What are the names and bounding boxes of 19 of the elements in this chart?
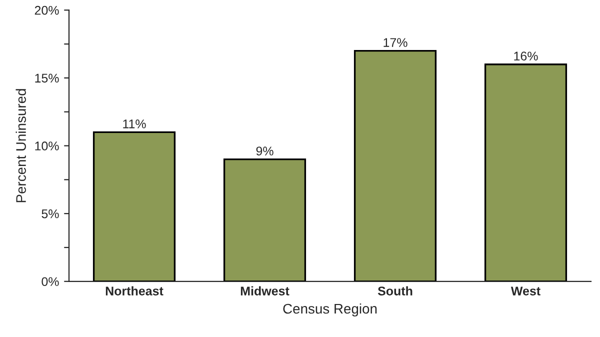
- x-tick-label: Northeast: [106, 286, 164, 296]
- y-tick-label: 5%: [42, 209, 59, 218]
- data-label: 16%: [514, 52, 538, 61]
- x-tick-label: Midwest: [240, 286, 290, 296]
- x-tick-label: South: [378, 286, 412, 296]
- bar: [92, 131, 176, 282]
- y-tick-label: 0%: [42, 277, 59, 286]
- data-label: 9%: [256, 146, 274, 156]
- data-label: 17%: [384, 38, 408, 47]
- y-axis-title: Percent Uninsured: [16, 89, 26, 202]
- y-tick-label: 20%: [34, 6, 59, 15]
- x-tick-label: West: [510, 286, 540, 296]
- bar: [484, 64, 568, 282]
- y-tick-label: 10%: [35, 142, 59, 150]
- y-tick-label: 15%: [35, 74, 59, 83]
- data-label: 11%: [123, 120, 146, 128]
- bar: [354, 50, 437, 282]
- bar: [223, 158, 306, 282]
- x-axis-title: Census Region: [283, 303, 377, 316]
